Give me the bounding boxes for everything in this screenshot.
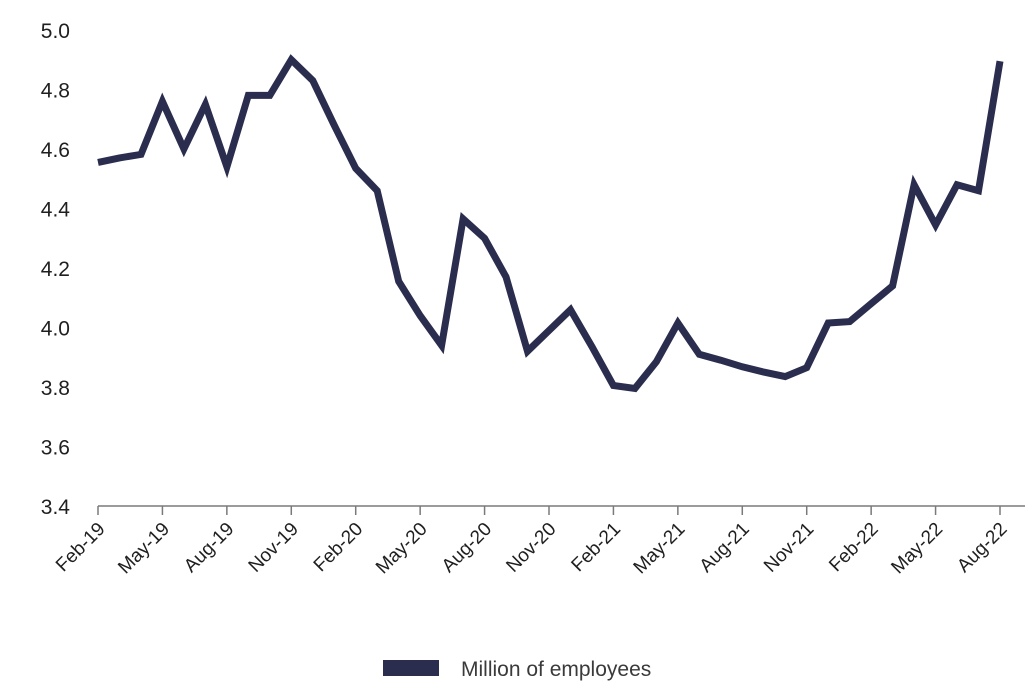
x-tick-label: May-20	[372, 519, 432, 579]
legend-label-million-of-employees: Million of employees	[461, 658, 651, 681]
y-tick-label: 4.2	[41, 258, 70, 281]
x-axis: Feb-19 May-19 Aug-19 Nov-19 Feb-20 May-20 Aug-…	[52, 505, 1025, 579]
x-tick-label: Aug-21	[696, 519, 754, 577]
x-tick-label: May-22	[887, 519, 947, 579]
y-tick-label: 4.6	[41, 139, 70, 162]
legend-swatch	[383, 660, 439, 676]
series-line-million-of-employees	[97, 54, 1004, 393]
x-tick-label: Feb-20	[310, 519, 367, 576]
y-tick-label: 4.4	[41, 199, 71, 222]
x-tick-label: Nov-19	[245, 519, 303, 577]
x-tick-label: Nov-20	[502, 519, 560, 577]
x-tick-label: Feb-19	[52, 519, 109, 576]
y-tick-label: 3.6	[41, 437, 70, 460]
x-tick-label: Feb-21	[568, 519, 625, 576]
y-tick-label: 4.0	[41, 318, 70, 341]
x-tick-label: Feb-22	[825, 519, 882, 576]
x-tick-label: Aug-20	[438, 519, 496, 577]
y-tick-label: 3.4	[41, 496, 71, 519]
x-tick-label: May-19	[114, 519, 174, 579]
x-tick-label: Aug-22	[953, 519, 1011, 577]
y-tick-label: 5.0	[41, 20, 70, 43]
x-tick-label: May-21	[630, 519, 690, 579]
legend: Million of employees	[383, 658, 651, 681]
x-tick-label: Nov-21	[760, 519, 818, 577]
y-tick-label: 3.8	[41, 377, 70, 400]
series-layer	[97, 54, 1004, 393]
y-tick-label: 4.8	[41, 80, 70, 103]
y-axis: 3.4 3.6 3.8 4.0 4.2 4.4 4.6 4.8 5.0	[41, 20, 71, 519]
x-tick-label: Aug-19	[180, 519, 238, 577]
